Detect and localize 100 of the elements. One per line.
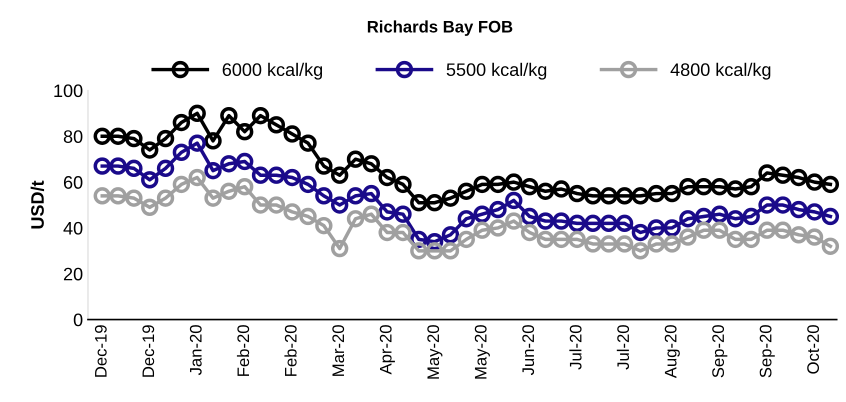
point xyxy=(584,187,602,205)
point xyxy=(188,104,206,122)
x-tick-label: Jun-20 xyxy=(522,325,534,376)
point xyxy=(663,235,681,253)
point xyxy=(299,176,317,194)
point xyxy=(505,212,522,230)
point xyxy=(252,196,270,214)
point xyxy=(442,189,460,207)
point xyxy=(758,196,776,214)
y-axis-title: USD/t xyxy=(30,180,44,229)
point xyxy=(600,187,618,205)
legend-label: 4800 kcal/kg xyxy=(670,62,770,80)
point xyxy=(394,206,412,223)
point xyxy=(710,222,728,239)
point xyxy=(568,214,586,232)
point xyxy=(172,144,190,161)
x-tick-label: Jan-20 xyxy=(190,325,202,376)
point xyxy=(394,176,412,194)
point xyxy=(663,184,681,202)
x-tick-label: Aug-20 xyxy=(664,325,680,378)
y-tick-label: 80 xyxy=(64,130,82,143)
point xyxy=(330,196,348,214)
point xyxy=(299,134,317,152)
x-tick-label: Sep-20 xyxy=(760,325,775,378)
point xyxy=(742,230,760,248)
point xyxy=(600,235,618,253)
point xyxy=(125,189,143,207)
point xyxy=(473,222,491,239)
point xyxy=(362,184,380,202)
point xyxy=(726,210,744,228)
point xyxy=(204,132,222,150)
point xyxy=(648,184,665,202)
x-tick-label: Mar-20 xyxy=(332,325,344,376)
point xyxy=(378,168,396,186)
point xyxy=(236,123,254,140)
point xyxy=(156,130,174,148)
point xyxy=(520,208,538,226)
point xyxy=(663,219,681,237)
point xyxy=(284,203,301,221)
y-tick-label: 60 xyxy=(64,176,82,189)
point xyxy=(109,157,127,175)
point xyxy=(394,224,412,242)
point xyxy=(410,194,428,212)
point xyxy=(299,208,317,226)
y-tick-label: 0 xyxy=(74,314,82,326)
point xyxy=(156,189,174,207)
x-tick-label: Dec-19 xyxy=(94,325,107,377)
point xyxy=(695,178,712,196)
point xyxy=(125,160,143,178)
point xyxy=(141,198,158,216)
point xyxy=(520,224,538,242)
point xyxy=(726,230,744,248)
point xyxy=(284,125,301,143)
point xyxy=(220,155,238,172)
point xyxy=(458,182,475,200)
point xyxy=(806,228,824,246)
point xyxy=(489,176,507,194)
point xyxy=(774,166,792,184)
point xyxy=(156,160,174,178)
point xyxy=(616,187,634,205)
point xyxy=(204,189,222,207)
point xyxy=(632,187,650,205)
point xyxy=(822,238,840,255)
point xyxy=(489,219,507,237)
point xyxy=(584,214,602,232)
point xyxy=(632,242,650,260)
point xyxy=(790,200,808,218)
point xyxy=(489,200,507,218)
point xyxy=(268,116,286,134)
point xyxy=(220,182,238,200)
point xyxy=(204,162,222,180)
point xyxy=(315,216,333,234)
point xyxy=(616,214,634,232)
point xyxy=(346,210,364,228)
x-tick-label: Feb-20 xyxy=(284,325,297,376)
point xyxy=(94,128,111,145)
point xyxy=(410,242,428,260)
point xyxy=(188,168,206,186)
chart-title: Richards Bay FOB xyxy=(368,20,512,36)
point xyxy=(346,187,364,205)
point xyxy=(806,173,824,191)
point xyxy=(442,242,460,260)
point xyxy=(726,180,744,198)
point xyxy=(109,187,127,205)
point xyxy=(346,150,364,168)
point xyxy=(568,184,586,202)
point xyxy=(220,106,238,124)
point xyxy=(648,235,665,253)
point xyxy=(458,210,475,228)
point xyxy=(362,206,380,223)
point xyxy=(426,242,444,260)
y-tick-label: 100 xyxy=(54,84,82,98)
point xyxy=(710,178,728,196)
point xyxy=(648,219,665,237)
point xyxy=(236,178,254,196)
point xyxy=(790,168,808,186)
point xyxy=(568,230,586,248)
point xyxy=(505,173,522,191)
point xyxy=(141,141,158,159)
point xyxy=(125,130,143,148)
